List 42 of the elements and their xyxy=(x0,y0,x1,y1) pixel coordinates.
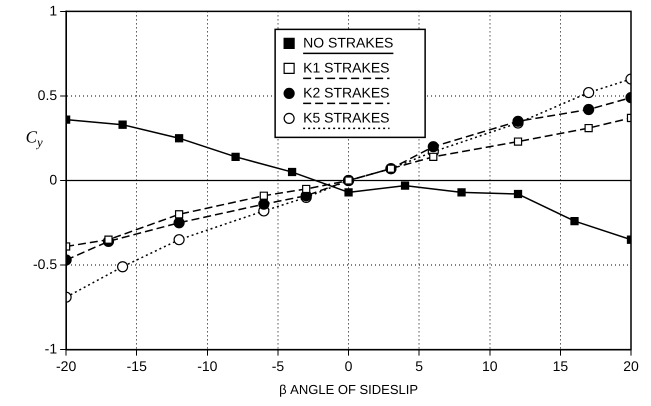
legend-label: K1 STRAKES xyxy=(303,59,390,76)
point xyxy=(428,141,439,152)
point xyxy=(583,104,594,116)
point xyxy=(288,168,296,176)
x-tick-label: 15 xyxy=(552,358,568,374)
point xyxy=(514,137,522,146)
y-tick-label: 0 xyxy=(49,171,58,188)
point xyxy=(514,190,522,198)
point xyxy=(302,184,310,194)
point xyxy=(231,152,240,161)
x-tick-label: 10 xyxy=(482,358,498,374)
y-tick-label: -1 xyxy=(44,340,58,356)
point xyxy=(174,210,184,218)
point xyxy=(584,124,593,132)
point xyxy=(344,188,353,196)
point xyxy=(174,217,185,228)
point xyxy=(118,120,127,129)
y-tick-label: 1 xyxy=(49,2,58,18)
point xyxy=(174,234,185,246)
x-tick-label: -5 xyxy=(272,358,284,374)
x-tick-label: -20 xyxy=(56,358,76,374)
point xyxy=(429,152,438,161)
x-tick-label: 20 xyxy=(623,358,639,374)
point xyxy=(570,216,579,226)
x-axis-title: β ANGLE OF SIDESLIP xyxy=(279,382,418,397)
point xyxy=(117,261,128,272)
point xyxy=(400,181,410,190)
y-tick-label: 0.5 xyxy=(38,86,58,103)
x-tick-label: -15 xyxy=(126,358,148,374)
y-tick-label: -0.5 xyxy=(33,256,58,272)
legend-label: K5 STRAKES xyxy=(303,109,390,126)
legend-label: K2 STRAKES xyxy=(303,84,390,100)
x-tick-label: 5 xyxy=(415,358,424,374)
point xyxy=(457,188,466,196)
x-tick-label: -10 xyxy=(197,358,218,374)
point xyxy=(583,86,594,98)
legend-label: NO STRAKES xyxy=(303,34,394,50)
point xyxy=(258,198,270,210)
point xyxy=(104,236,113,244)
x-tick-label: 0 xyxy=(344,358,353,374)
point xyxy=(260,192,268,200)
point xyxy=(174,134,184,142)
